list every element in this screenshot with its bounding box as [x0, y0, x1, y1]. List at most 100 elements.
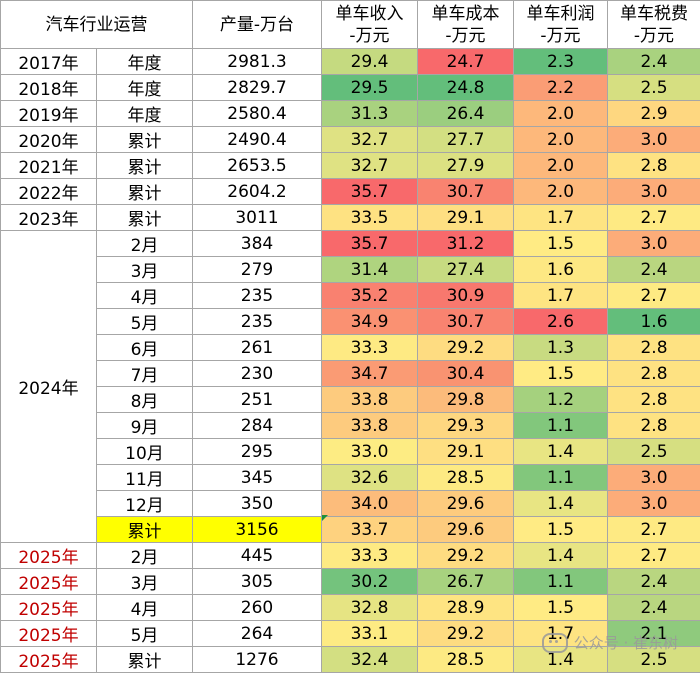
profit-cell: 2.6	[514, 309, 608, 335]
cost-cell: 27.7	[418, 127, 514, 153]
cost-cell: 30.7	[418, 179, 514, 205]
cost-cell: 27.4	[418, 257, 514, 283]
year-cell: 2021年	[1, 153, 97, 179]
revenue-cell: 34.7	[322, 361, 418, 387]
year-cell: 2025年	[1, 621, 97, 647]
year-cell: 2023年	[1, 205, 97, 231]
year-cell: 2025年	[1, 543, 97, 569]
tax-cell: 2.1	[608, 621, 700, 647]
production-cell: 1276	[193, 647, 322, 673]
header-cost: 单车成本 -万元	[418, 1, 514, 49]
tax-cell: 2.5	[608, 647, 700, 673]
cost-cell: 30.7	[418, 309, 514, 335]
cost-cell: 29.2	[418, 621, 514, 647]
period-cell: 8月	[97, 387, 193, 413]
tax-cell: 3.0	[608, 179, 700, 205]
period-cell: 11月	[97, 465, 193, 491]
period-cell: 累计	[97, 179, 193, 205]
production-cell: 284	[193, 413, 322, 439]
profit-cell: 1.3	[514, 335, 608, 361]
revenue-cell: 32.6	[322, 465, 418, 491]
period-cell: 9月	[97, 413, 193, 439]
cost-cell: 28.5	[418, 465, 514, 491]
production-cell: 235	[193, 283, 322, 309]
period-cell: 年度	[97, 101, 193, 127]
comment-marker-icon	[322, 515, 328, 521]
period-cell: 累计	[97, 127, 193, 153]
header-tax: 单车税费 -万元	[608, 1, 700, 49]
revenue-cell: 29.5	[322, 75, 418, 101]
production-cell: 261	[193, 335, 322, 361]
revenue-cell: 32.8	[322, 595, 418, 621]
profit-cell: 2.3	[514, 49, 608, 75]
tax-cell: 3.0	[608, 491, 700, 517]
cost-cell: 29.6	[418, 517, 514, 543]
period-cell: 5月	[97, 621, 193, 647]
period-cell: 2月	[97, 231, 193, 257]
year-cell: 2019年	[1, 101, 97, 127]
header-revenue: 单车收入 -万元	[322, 1, 418, 49]
period-cell: 年度	[97, 75, 193, 101]
revenue-cell: 33.7	[322, 517, 418, 543]
tax-cell: 2.4	[608, 595, 700, 621]
period-cell: 12月	[97, 491, 193, 517]
tax-cell: 2.7	[608, 283, 700, 309]
year-cell: 2018年	[1, 75, 97, 101]
profit-cell: 1.1	[514, 413, 608, 439]
revenue-cell: 33.5	[322, 205, 418, 231]
cost-cell: 28.9	[418, 595, 514, 621]
period-cell: 累计	[97, 153, 193, 179]
profit-cell: 1.4	[514, 439, 608, 465]
profit-cell: 2.0	[514, 101, 608, 127]
cost-cell: 29.2	[418, 335, 514, 361]
profit-cell: 1.6	[514, 257, 608, 283]
production-cell: 3156	[193, 517, 322, 543]
revenue-cell: 35.7	[322, 231, 418, 257]
production-cell: 384	[193, 231, 322, 257]
cost-cell: 24.7	[418, 49, 514, 75]
period-cell: 6月	[97, 335, 193, 361]
production-cell: 260	[193, 595, 322, 621]
production-cell: 345	[193, 465, 322, 491]
tax-cell: 2.7	[608, 517, 700, 543]
production-cell: 305	[193, 569, 322, 595]
revenue-cell: 31.3	[322, 101, 418, 127]
profit-cell: 1.5	[514, 231, 608, 257]
production-cell: 230	[193, 361, 322, 387]
period-cell: 5月	[97, 309, 193, 335]
revenue-cell: 33.1	[322, 621, 418, 647]
profit-cell: 2.0	[514, 153, 608, 179]
revenue-cell: 35.7	[322, 179, 418, 205]
production-cell: 251	[193, 387, 322, 413]
revenue-cell: 32.4	[322, 647, 418, 673]
profit-cell: 1.1	[514, 569, 608, 595]
cost-cell: 28.5	[418, 647, 514, 673]
cost-cell: 26.4	[418, 101, 514, 127]
cost-cell: 29.2	[418, 543, 514, 569]
year-cell: 2022年	[1, 179, 97, 205]
production-cell: 235	[193, 309, 322, 335]
profit-cell: 2.2	[514, 75, 608, 101]
profit-cell: 1.7	[514, 205, 608, 231]
revenue-cell: 34.0	[322, 491, 418, 517]
header-production: 产量-万台	[193, 1, 322, 49]
revenue-cell: 33.8	[322, 387, 418, 413]
revenue-cell: 33.0	[322, 439, 418, 465]
tax-cell: 2.9	[608, 101, 700, 127]
